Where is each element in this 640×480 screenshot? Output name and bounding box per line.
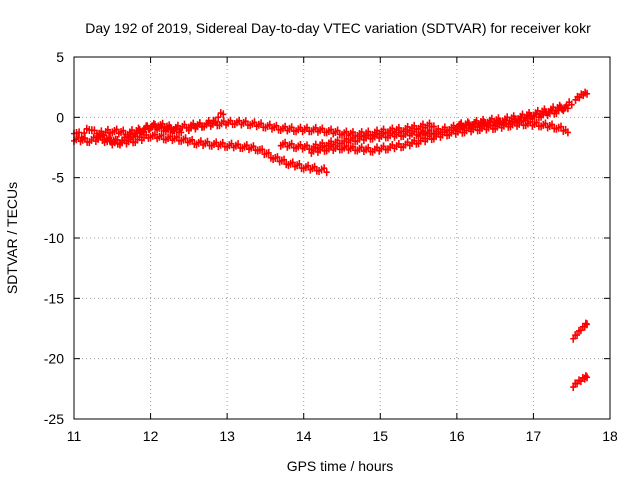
x-tick-label: 15	[372, 428, 388, 444]
x-tick-label: 16	[449, 428, 465, 444]
data-point	[220, 110, 227, 119]
data-point	[584, 373, 591, 382]
data-series-track-h	[453, 98, 575, 132]
y-tick-label: -10	[44, 230, 64, 246]
data-series-track-f	[308, 117, 571, 157]
data-point	[151, 121, 158, 130]
data-point	[259, 145, 266, 154]
data-series-track-c	[93, 121, 185, 149]
data-point	[289, 158, 296, 167]
data-point	[557, 122, 564, 131]
data-point	[189, 135, 196, 144]
data-points	[71, 88, 591, 392]
data-point	[574, 331, 581, 340]
data-point	[178, 128, 185, 137]
data-point	[323, 168, 330, 177]
data-series-track-i	[572, 88, 591, 104]
y-tick-label: 0	[56, 109, 64, 125]
data-point	[584, 89, 591, 98]
data-point	[430, 122, 437, 131]
data-point	[274, 153, 281, 162]
x-axis-label: GPS time / hours	[287, 458, 394, 474]
data-point	[568, 100, 575, 109]
data-point	[564, 128, 571, 137]
data-point	[584, 320, 591, 329]
data-point	[321, 164, 328, 173]
y-tick-label: -5	[52, 170, 65, 186]
y-tick-label: 5	[56, 49, 64, 65]
data-series-track-b	[71, 130, 330, 177]
data-point	[265, 148, 272, 157]
data-point	[582, 372, 589, 381]
data-point	[281, 155, 288, 164]
x-tick-label: 17	[526, 428, 542, 444]
data-point	[182, 134, 189, 143]
y-tick-label: -25	[44, 411, 64, 427]
data-point	[158, 122, 165, 131]
data-series-track-j	[570, 319, 591, 343]
y-axis-label: SDTVAR / TECUs	[4, 182, 20, 294]
chart-title: Day 192 of 2019, Sidereal Day-to-day VTE…	[85, 20, 591, 36]
grid	[74, 57, 610, 419]
data-point	[215, 113, 222, 122]
data-point	[99, 131, 106, 140]
x-tick-label: 18	[602, 428, 618, 444]
data-point	[106, 136, 113, 145]
x-tick-label: 14	[296, 428, 312, 444]
x-tick-label: 13	[219, 428, 235, 444]
y-tick-label: -15	[44, 290, 64, 306]
x-tick-label: 12	[143, 428, 159, 444]
data-series-track-k	[570, 372, 591, 392]
y-tick-label: -20	[44, 351, 64, 367]
data-point	[296, 159, 303, 168]
x-tick-label: 11	[67, 428, 82, 444]
axis-ticks: 11 12 13 14 15 16 17 18 5 0 -5 -10 -15 -20 -25	[44, 49, 618, 444]
